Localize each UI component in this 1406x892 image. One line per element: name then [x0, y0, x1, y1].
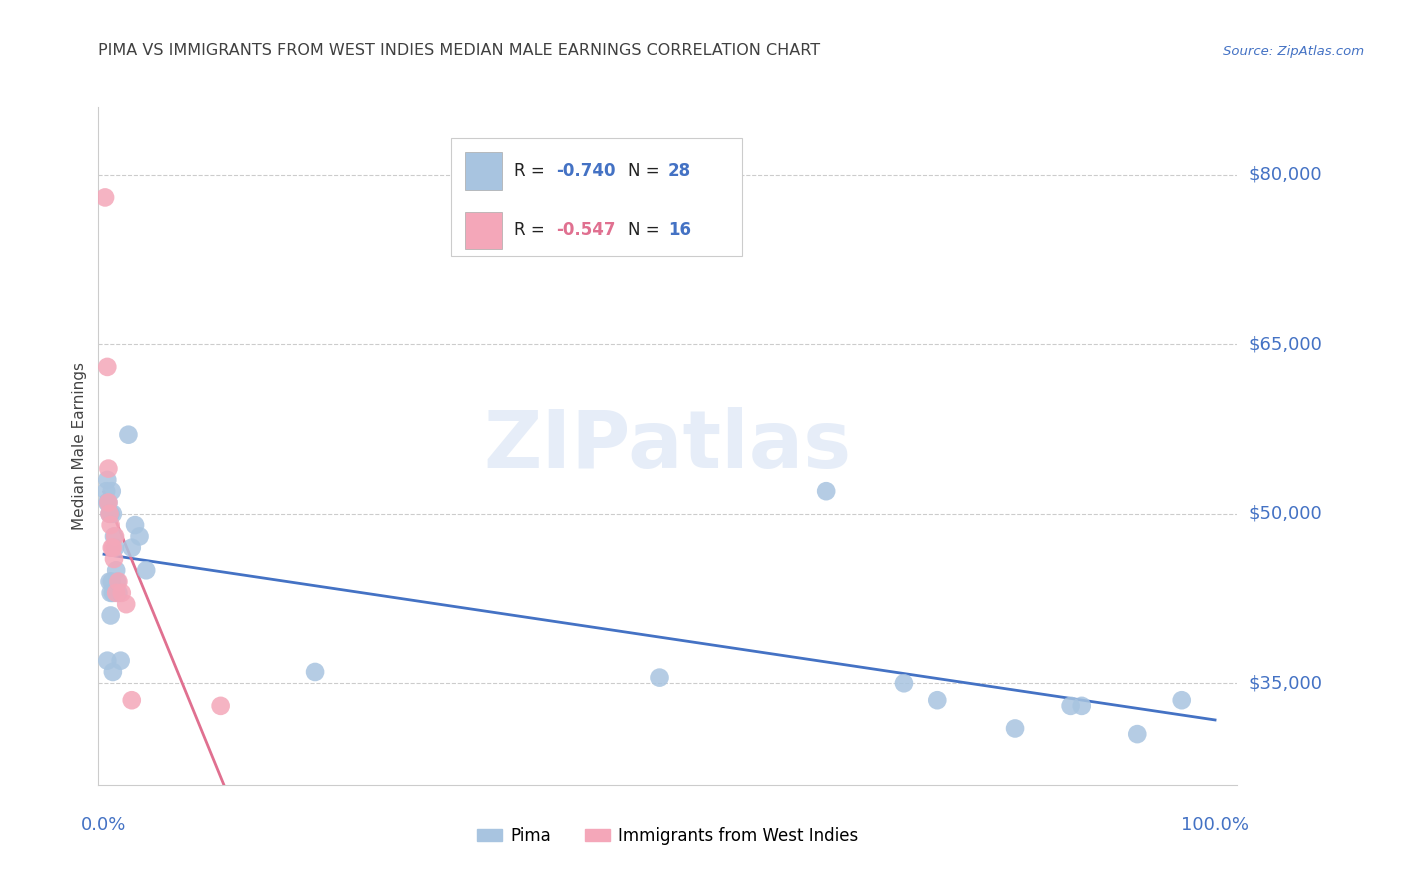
- Point: [103, 552, 125, 566]
- Point: [128, 529, 150, 543]
- Point: [121, 693, 143, 707]
- Point: [97, 495, 120, 509]
- Text: ZIPatlas: ZIPatlas: [484, 407, 852, 485]
- Text: Source: ZipAtlas.com: Source: ZipAtlas.com: [1223, 45, 1364, 58]
- Point: [209, 698, 232, 713]
- FancyBboxPatch shape: [465, 153, 502, 190]
- Point: [100, 518, 122, 533]
- Point: [893, 676, 915, 690]
- Point: [1004, 722, 1026, 736]
- Point: [97, 461, 120, 475]
- Point: [1059, 698, 1081, 713]
- Point: [105, 574, 128, 589]
- Point: [105, 563, 128, 577]
- Point: [1126, 727, 1149, 741]
- Text: -0.547: -0.547: [557, 221, 616, 239]
- Point: [927, 693, 949, 707]
- Point: [100, 574, 122, 589]
- Point: [111, 586, 134, 600]
- Text: $80,000: $80,000: [1249, 166, 1322, 184]
- Point: [96, 359, 118, 374]
- Text: $50,000: $50,000: [1249, 505, 1322, 523]
- Y-axis label: Median Male Earnings: Median Male Earnings: [72, 362, 87, 530]
- Point: [96, 484, 118, 499]
- Text: $65,000: $65,000: [1249, 335, 1322, 353]
- Point: [104, 541, 127, 555]
- Point: [105, 586, 128, 600]
- Point: [101, 507, 124, 521]
- Point: [107, 574, 129, 589]
- Text: 16: 16: [668, 221, 690, 239]
- Point: [97, 495, 120, 509]
- Point: [1170, 693, 1192, 707]
- Point: [96, 473, 118, 487]
- Point: [135, 563, 157, 577]
- Point: [104, 529, 127, 543]
- Point: [1070, 698, 1092, 713]
- Point: [103, 529, 125, 543]
- Point: [98, 507, 121, 521]
- Text: N =: N =: [628, 161, 665, 180]
- FancyBboxPatch shape: [465, 211, 502, 249]
- Point: [815, 484, 838, 499]
- Point: [304, 665, 326, 679]
- Point: [100, 507, 122, 521]
- Text: 28: 28: [668, 161, 690, 180]
- Point: [100, 608, 122, 623]
- Point: [124, 518, 146, 533]
- FancyBboxPatch shape: [451, 137, 742, 256]
- Point: [98, 574, 121, 589]
- Point: [117, 427, 139, 442]
- Text: -0.740: -0.740: [557, 161, 616, 180]
- Point: [100, 484, 122, 499]
- Point: [101, 586, 124, 600]
- Point: [121, 541, 143, 555]
- Text: $35,000: $35,000: [1249, 674, 1323, 692]
- Point: [96, 495, 118, 509]
- Legend: Pima, Immigrants from West Indies: Pima, Immigrants from West Indies: [471, 820, 865, 851]
- Point: [98, 507, 121, 521]
- Point: [100, 541, 122, 555]
- Point: [107, 586, 129, 600]
- Text: 0.0%: 0.0%: [82, 815, 127, 833]
- Point: [110, 654, 132, 668]
- Text: 100.0%: 100.0%: [1181, 815, 1249, 833]
- Point: [101, 665, 124, 679]
- Point: [648, 671, 671, 685]
- Point: [100, 586, 122, 600]
- Point: [96, 654, 118, 668]
- Point: [115, 597, 138, 611]
- Text: R =: R =: [515, 161, 550, 180]
- Point: [94, 190, 117, 204]
- Text: PIMA VS IMMIGRANTS FROM WEST INDIES MEDIAN MALE EARNINGS CORRELATION CHART: PIMA VS IMMIGRANTS FROM WEST INDIES MEDI…: [98, 43, 821, 58]
- Text: N =: N =: [628, 221, 665, 239]
- Point: [101, 541, 124, 555]
- Text: R =: R =: [515, 221, 550, 239]
